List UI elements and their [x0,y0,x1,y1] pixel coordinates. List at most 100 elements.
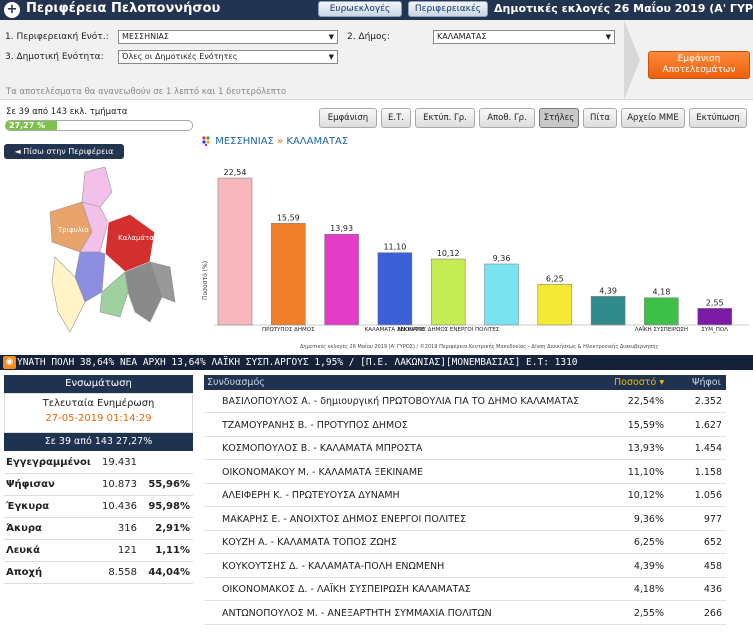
stat-value: 8.558 [108,567,137,578]
breadcrumb-separator: » [277,136,284,147]
chart-bar [697,308,732,326]
stat-label: Ψήφισαν [6,479,55,490]
tab-pie[interactable]: Πίτα [583,108,617,128]
party-percent: 4,39% [633,560,664,572]
chart-value-label: 2,55 [706,298,724,307]
stat-label: Εγγεγραμμένοι [6,457,91,468]
regional-elections-button[interactable]: Περιφερειακές [408,1,488,17]
table-row[interactable]: ΒΑΣΙΛΟΠΟΥΛΟΣ Α. - δημιουργική ΠΡΩΤΟΒΟΥΛΙ… [204,390,726,413]
chart-bar [217,177,253,326]
municipality-value: ΚΑΛΑΜΑΤΑΣ [437,32,487,41]
ticker-text: ΥΝΑΤΗ ΠΟΛΗ 38,64% ΝΕΑ ΑΡΧΗ 13,64% ΛΑΪΚΗ … [17,357,578,368]
results-table-header: Συνδυασμός Ποσοστό ▾ Ψήφοι [204,375,726,390]
party-percent: 10,12% [627,490,664,501]
tab-et[interactable]: Ε.Τ. [381,108,411,128]
tab-columns[interactable]: Στήλες [539,108,579,128]
regional-unit-value: ΜΕΣΣΗΝΙΑΣ [122,32,169,41]
party-percent: 15,59% [627,419,664,431]
euro-elections-button[interactable]: Ευρωεκλογές [318,1,402,17]
stat-percent: 95,98% [148,501,190,512]
breadcrumb-unit[interactable]: ΜΕΣΣΗΝΙΑΣ [215,136,274,147]
chart-bar [590,296,626,326]
col-percentage[interactable]: Ποσοστό ▾ [614,377,665,388]
party-votes: 2.352 [694,396,722,407]
col-votes[interactable]: Ψήφοι [692,377,721,388]
chart-category-label: ΚΑΛΑΜΑΤΑ ΞΕΚΙΝΑΜΕ [365,327,426,333]
party-votes: 1.454 [694,443,722,454]
stat-row: Λευκά 121 1,11% [4,540,193,562]
stat-label: Αποχή [6,567,43,578]
party-votes: 436 [703,584,722,595]
stat-label: Άκυρα [6,523,42,534]
stat-row: Αποχή 8.558 44,04% [4,562,193,584]
table-row[interactable]: ΟΙΚΟΝΟΜΑΚΟΥ Μ. - ΚΑΛΑΜΑΤΑ ΞΕΚΙΝΑΜΕ 11,10%… [204,461,726,484]
chart-value-label: 11,10 [383,243,406,252]
chevron-divider [624,20,640,100]
party-votes: 977 [703,513,722,525]
municipal-unit-label: 3. Δημοτική Ενότητα: [5,52,104,62]
party-percent: 9,36% [633,513,664,525]
progress-bar [5,120,193,131]
party-votes: 1.056 [694,490,722,501]
stations-summary: Σε 39 από 143 27,27% [4,433,193,451]
party-percent: 4,18% [633,584,664,595]
tab-save-chart[interactable]: Αποθ. Γρ. [479,108,535,128]
municipality-select[interactable]: ΚΑΛΑΜΑΤΑΣ ▼ [433,30,615,44]
stat-row: Εγγεγραμμένοι 19.431 [4,452,193,474]
party-votes: 1.158 [694,466,722,478]
table-row[interactable]: ΜΑΚΑΡΗΣ Ε. - ΑΝΟΙΧΤΟΣ ΔΗΜΟΣ ΕΝΕΡΓΟΙ ΠΟΛΙ… [204,508,726,531]
stat-percent: 1,11% [155,545,190,556]
tab-print-chart[interactable]: Εκτύπ. Γρ. [415,108,475,128]
table-row[interactable]: ΟΙΚΟΝΟΜΑΚΟΣ Δ. - ΛΑΪΚΗ ΣΥΣΠΕΙΡΩΣΗ ΚΑΛΑΜΑ… [204,578,726,601]
chart-category-label: ΑΝΟΙΧΤΟΣ ΔΗΜΟΣ ΕΝΕΡΓΟΙ ΠΟΛΙΤΕΣ [397,327,500,333]
chart-y-label: Ποσοστό (%) [202,261,209,300]
last-update-box [4,393,193,433]
chart-category-label: ΛΑΪΚΗ ΣΥΣΠΕΙΡΩΣΗ [635,326,688,333]
rss-icon[interactable]: ◉ [3,356,16,369]
tab-media-file[interactable]: Αρχείο ΜΜΕ [621,108,685,128]
stat-value: 121 [117,545,137,556]
chart-bar [377,252,413,326]
table-row[interactable]: ΚΟΥΖΗ Α. - ΚΑΛΑΜΑΤΑ ΤΟΠΟΣ ΖΩΗΣ 6,25% 652 [204,531,726,554]
news-ticker: ΥΝΑΤΗ ΠΟΛΗ 38,64% ΝΕΑ ΑΡΧΗ 13,64% ΛΑΪΚΗ … [0,355,753,370]
party-percent: 13,93% [627,443,664,454]
chart-value-label: 4,39 [599,286,617,295]
tab-print[interactable]: Εκτύπωση [689,108,747,128]
breadcrumb-municipality[interactable]: ΚΑΛΑΜΑΤΑΣ [286,136,349,147]
chart-value-label: 4,18 [652,288,670,297]
party-name: ΚΟΥΚΟΥΤΣΗΣ Δ. - ΚΑΛΑΜΑΤΑ-ΠΟΛΗ ΕΝΩΜΕΝΗ [222,560,445,572]
chart-category-label: ΠΡΩΤΥΠΟΣ ΔΗΜΟΣ [262,327,315,333]
chart-value-label: 10,12 [437,249,460,258]
region-map[interactable]: Τριφυλία Καλαμάτα [30,162,180,342]
party-percent: 6,25% [633,537,664,548]
table-row[interactable]: ΑΛΕΙΦΕΡΗ Κ. - ΠΡΩΤΕΥΟΥΣΑ ΔΥΝΑΜΗ 10,12% 1.0… [204,484,726,507]
municipality-label: 2. Δήμος: [347,32,390,42]
table-row[interactable]: ΚΟΥΚΟΥΤΣΗΣ Δ. - ΚΑΛΑΜΑΤΑ-ΠΟΛΗ ΕΝΩΜΕΝΗ 4,3… [204,555,726,578]
party-name: ΟΙΚΟΝΟΜΑΚΟΣ Δ. - ΛΑΪΚΗ ΣΥΣΠΕΙΡΩΣΗ ΚΑΛΑΜΑ… [222,584,471,595]
party-votes: 266 [703,607,722,619]
map-area-north [81,166,113,208]
party-name: ΤΖΑΜΟΥΡΑΝΗΣ Β. - ΠΡΟΤΥΠΟΣ ΔΗΜΟΣ [222,419,408,431]
show-results-button[interactable]: Εμφάνιση Αποτελεσμάτων [648,51,750,79]
table-row[interactable]: ΚΟΣΜΟΠΟΥΛΟΣ Β. - ΚΑΛΑΜΑΤΑ ΜΠΡΟΣΤΑ 13,93% 1… [204,437,726,460]
stat-value: 316 [117,523,137,534]
back-to-region-button[interactable]: ◄ Πίσω στην Περιφέρεια [4,144,124,159]
last-update-value: 27-05-2019 01:14:29 [45,413,152,424]
table-row[interactable]: ΤΖΑΜΟΥΡΑΝΗΣ Β. - ΠΡΟΤΥΠΟΣ ΔΗΜΟΣ 15,59% 1.6… [204,414,726,437]
col-party[interactable]: Συνδυασμός [207,377,265,388]
chart-value-label: 15,59 [277,213,300,222]
stations-progress-text: Σε 39 από 143 εκλ. τμήματα [6,107,128,117]
table-row[interactable]: ΑΝΤΩΝΟΠΟΥΛΟΣ Μ. - ΑΝΕΞΑΡΤΗΤΗ ΣΥΜΜΑΧΙΑ ΠΟ… [204,602,726,625]
region-title: Περιφέρεια Πελοποννήσου [26,1,221,16]
breadcrumb: ΜΕΣΣΗΝΙΑΣ » ΚΑΛΑΜΑΤΑΣ [202,136,348,147]
party-votes: 652 [703,537,722,548]
party-name: ΟΙΚΟΝΟΜΑΚΟΥ Μ. - ΚΑΛΑΜΑΤΑ ΞΕΚΙΝΑΜΕ [222,466,424,478]
emblem-icon: + [4,2,20,18]
municipal-unit-select[interactable]: Όλες οι Δημοτικές Ενότητες ▼ [118,50,338,64]
tab-show[interactable]: Εμφάνιση [319,108,377,128]
last-update-label: Τελευταία Ενημέρωση [42,398,155,409]
chart-footer: Δημοτικές εκλογές 26 Μαΐου 2019 (Α' ΓΥΡΟ… [300,344,659,350]
results-bar-chart: Ποσοστό (%) 22,54 15,59 ΠΡΩΤΥΠΟΣ ΔΗΜΟΣ 13,9… [196,150,752,350]
regional-unit-select[interactable]: ΜΕΣΣΗΝΙΑΣ ▼ [118,30,338,44]
chart-value-label: 9,36 [493,254,511,263]
